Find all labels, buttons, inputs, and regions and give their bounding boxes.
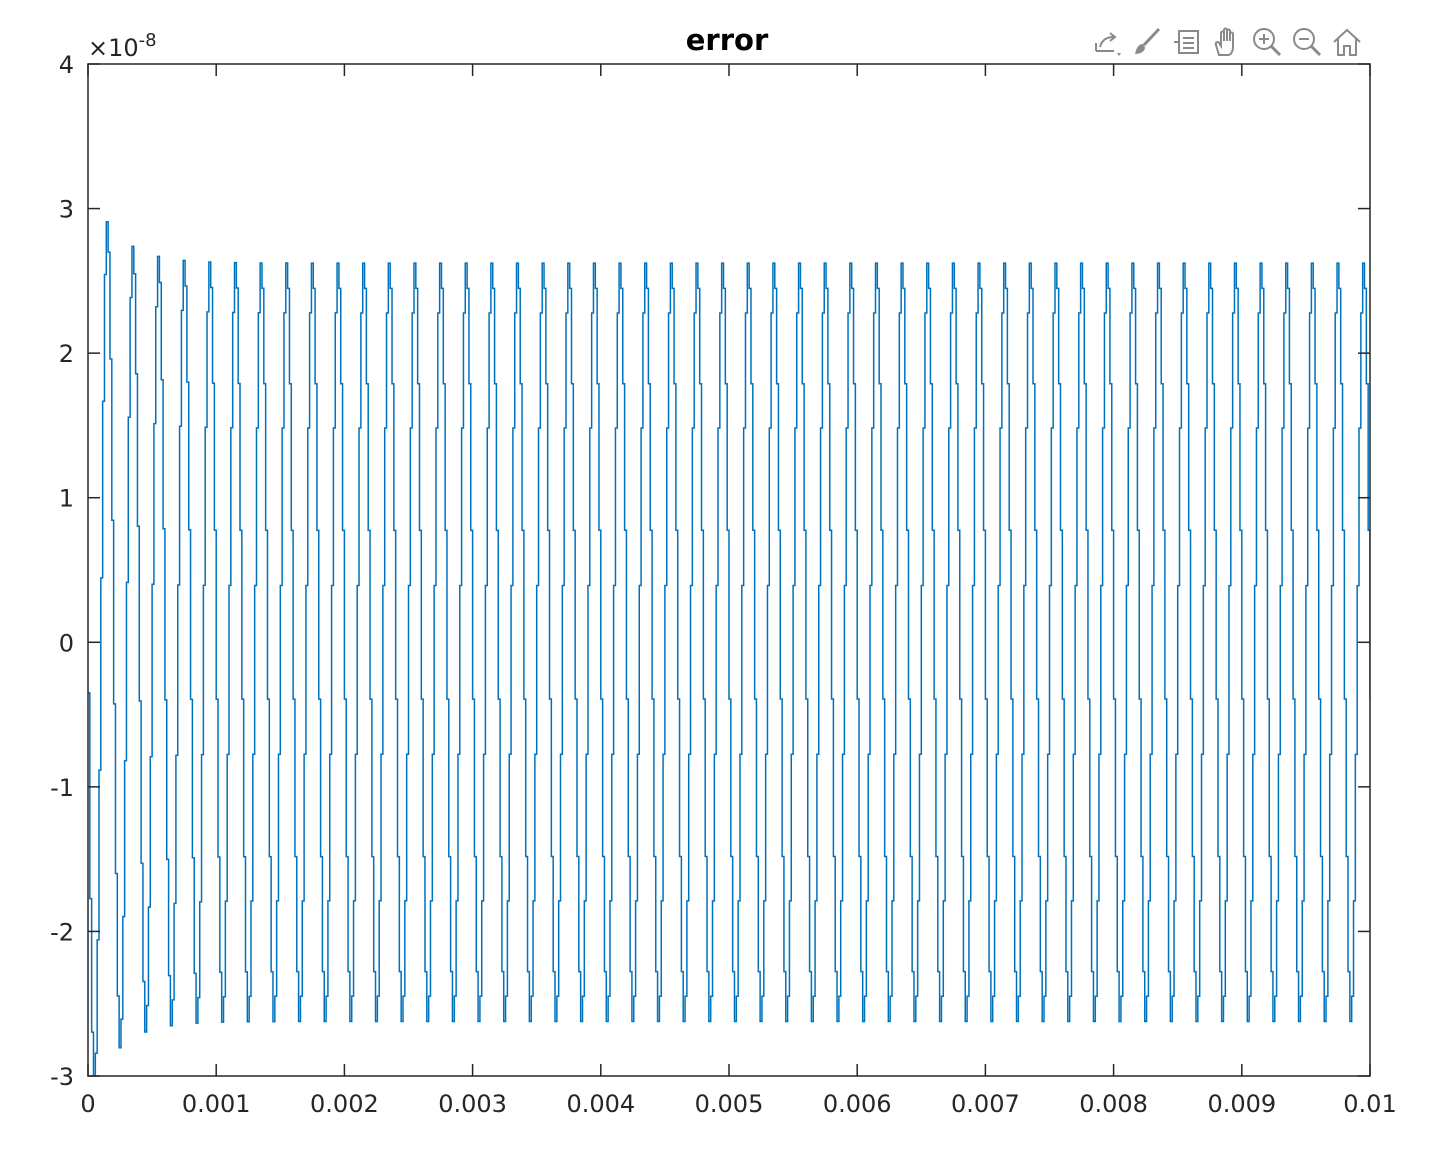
y-tick-label: 1 — [59, 485, 74, 513]
x-tick-label: 0.006 — [823, 1090, 892, 1118]
y-tick-label: -2 — [50, 918, 74, 946]
x-tick-label: 0.005 — [695, 1090, 764, 1118]
zoom-in-button[interactable] — [1248, 22, 1286, 62]
x-tick-label: 0.003 — [438, 1090, 507, 1118]
x-tick-label: 0.004 — [566, 1090, 635, 1118]
legend-button[interactable] — [1168, 22, 1206, 62]
x-tick-label: 0.007 — [951, 1090, 1020, 1118]
axes: 0 0.001 0.002 0.003 0.004 0.005 0.006 0.007 0.00… — [50, 51, 1397, 1118]
y-tick-label: -3 — [50, 1063, 74, 1091]
y-exponent-label: ×10-8 — [88, 30, 157, 62]
y-tick-label: -1 — [50, 774, 74, 802]
pan-icon — [1214, 27, 1234, 56]
x-tick-label: 0 — [80, 1090, 95, 1118]
y-tick-label: 0 — [59, 629, 74, 657]
zoom-out-icon — [1293, 28, 1322, 57]
axes-toolbar — [1088, 20, 1366, 64]
pan-button[interactable] — [1208, 22, 1246, 62]
chart-title: error — [686, 23, 769, 57]
plot-area — [88, 220, 1370, 1076]
y-tick-label: 2 — [59, 340, 74, 368]
home-button[interactable] — [1328, 22, 1366, 62]
y-tick-label: 3 — [59, 196, 74, 224]
brush-button[interactable] — [1128, 22, 1166, 62]
zoom-out-button[interactable] — [1288, 22, 1326, 62]
x-tick-label: 0.01 — [1343, 1090, 1396, 1118]
export-button[interactable] — [1088, 22, 1126, 62]
y-tick-label: 4 — [59, 51, 74, 79]
x-tick-label: 0.008 — [1079, 1090, 1148, 1118]
x-tick-label: 0.002 — [310, 1090, 379, 1118]
y-exponent-power: -8 — [139, 30, 157, 51]
y-exponent-base: ×10 — [88, 34, 139, 62]
x-tick-label: 0.009 — [1207, 1090, 1276, 1118]
export-icon — [1095, 32, 1121, 56]
zoom-in-icon — [1253, 28, 1282, 57]
brush-icon — [1135, 27, 1161, 54]
series-line-0 — [88, 220, 1370, 1076]
legend-icon — [1174, 30, 1199, 54]
x-tick-label: 0.001 — [182, 1090, 251, 1118]
home-icon — [1333, 28, 1361, 56]
